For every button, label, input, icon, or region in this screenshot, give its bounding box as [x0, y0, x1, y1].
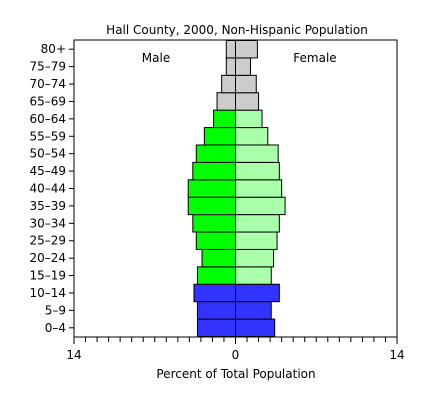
y-axis-ticks: 0–4 5–9 10–14 15–19 20–24 25–29 30–34 35–39 40–4… — [29, 42, 74, 335]
y-tick-label: 35–39 — [29, 199, 66, 213]
male-label: Male — [142, 51, 170, 65]
female-bar-5-9 — [235, 301, 272, 320]
male-bar-55-59 — [203, 127, 237, 146]
y-tick-label: 40–44 — [29, 182, 66, 196]
y-tick-label: 5–9 — [45, 303, 66, 317]
chart-title: Hall County, 2000, Non-Hispanic Populati… — [106, 23, 368, 37]
female-bar-70-74 — [235, 74, 257, 94]
female-bar-75-79 — [235, 57, 251, 76]
female-bar-55-59 — [235, 127, 269, 146]
x-tick-label: 14 — [66, 348, 81, 362]
x-tick-label: 14 — [389, 348, 404, 362]
male-bar-25-29 — [195, 231, 236, 250]
bars-group — [187, 40, 286, 337]
x-axis-label: Percent of Total Population — [156, 367, 315, 381]
y-tick-label: 70–74 — [29, 77, 66, 91]
male-bar-50-54 — [195, 144, 236, 163]
y-tick-label: 25–29 — [29, 234, 66, 248]
male-bar-20-24 — [201, 248, 237, 268]
female-bar-25-29 — [235, 231, 278, 250]
x-tick-label: 0 — [232, 348, 240, 362]
female-bar-20-24 — [235, 248, 275, 268]
plot-frame — [73, 39, 398, 338]
y-tick-label: 30–34 — [29, 216, 66, 230]
male-bar-30-34 — [192, 214, 236, 233]
y-tick-label: 15–19 — [29, 269, 66, 283]
female-bar-80+ — [235, 40, 258, 59]
male-bar-80+ — [225, 40, 236, 59]
female-bar-40-44 — [235, 179, 283, 198]
male-bar-65-69 — [216, 92, 237, 111]
female-label: Female — [293, 51, 336, 65]
female-bar-10-14 — [235, 283, 280, 303]
male-bar-45-49 — [192, 161, 236, 181]
male-bar-60-64 — [213, 109, 236, 129]
y-tick-label: 0–4 — [45, 321, 66, 335]
male-bar-35-39 — [187, 196, 236, 216]
female-bar-0-4 — [235, 318, 276, 337]
male-bar-70-74 — [221, 74, 237, 94]
female-bar-60-64 — [235, 109, 263, 129]
female-bar-15-19 — [235, 266, 272, 285]
y-tick-label: 20–24 — [29, 251, 66, 265]
y-tick-label: 75–79 — [29, 60, 66, 74]
male-bar-75-79 — [225, 57, 236, 76]
y-tick-label: 65–69 — [29, 94, 66, 108]
y-tick-label: 10–14 — [29, 286, 66, 300]
male-bar-15-19 — [196, 266, 236, 285]
y-tick-label: 60–64 — [29, 112, 66, 126]
male-bar-5-9 — [196, 301, 236, 320]
y-tick-label: 50–54 — [29, 147, 66, 161]
male-bar-10-14 — [193, 283, 237, 303]
y-tick-label: 80+ — [41, 42, 66, 56]
female-bar-50-54 — [235, 144, 279, 163]
x-axis: 14 0 14 — [66, 337, 405, 362]
female-bar-30-34 — [235, 214, 280, 233]
female-bar-35-39 — [235, 196, 286, 216]
y-tick-label: 45–49 — [29, 164, 66, 178]
female-bar-45-49 — [235, 161, 280, 181]
male-bar-40-44 — [187, 179, 236, 198]
male-bar-0-4 — [196, 318, 236, 337]
female-bar-65-69 — [235, 92, 260, 111]
y-tick-label: 55–59 — [29, 129, 66, 143]
